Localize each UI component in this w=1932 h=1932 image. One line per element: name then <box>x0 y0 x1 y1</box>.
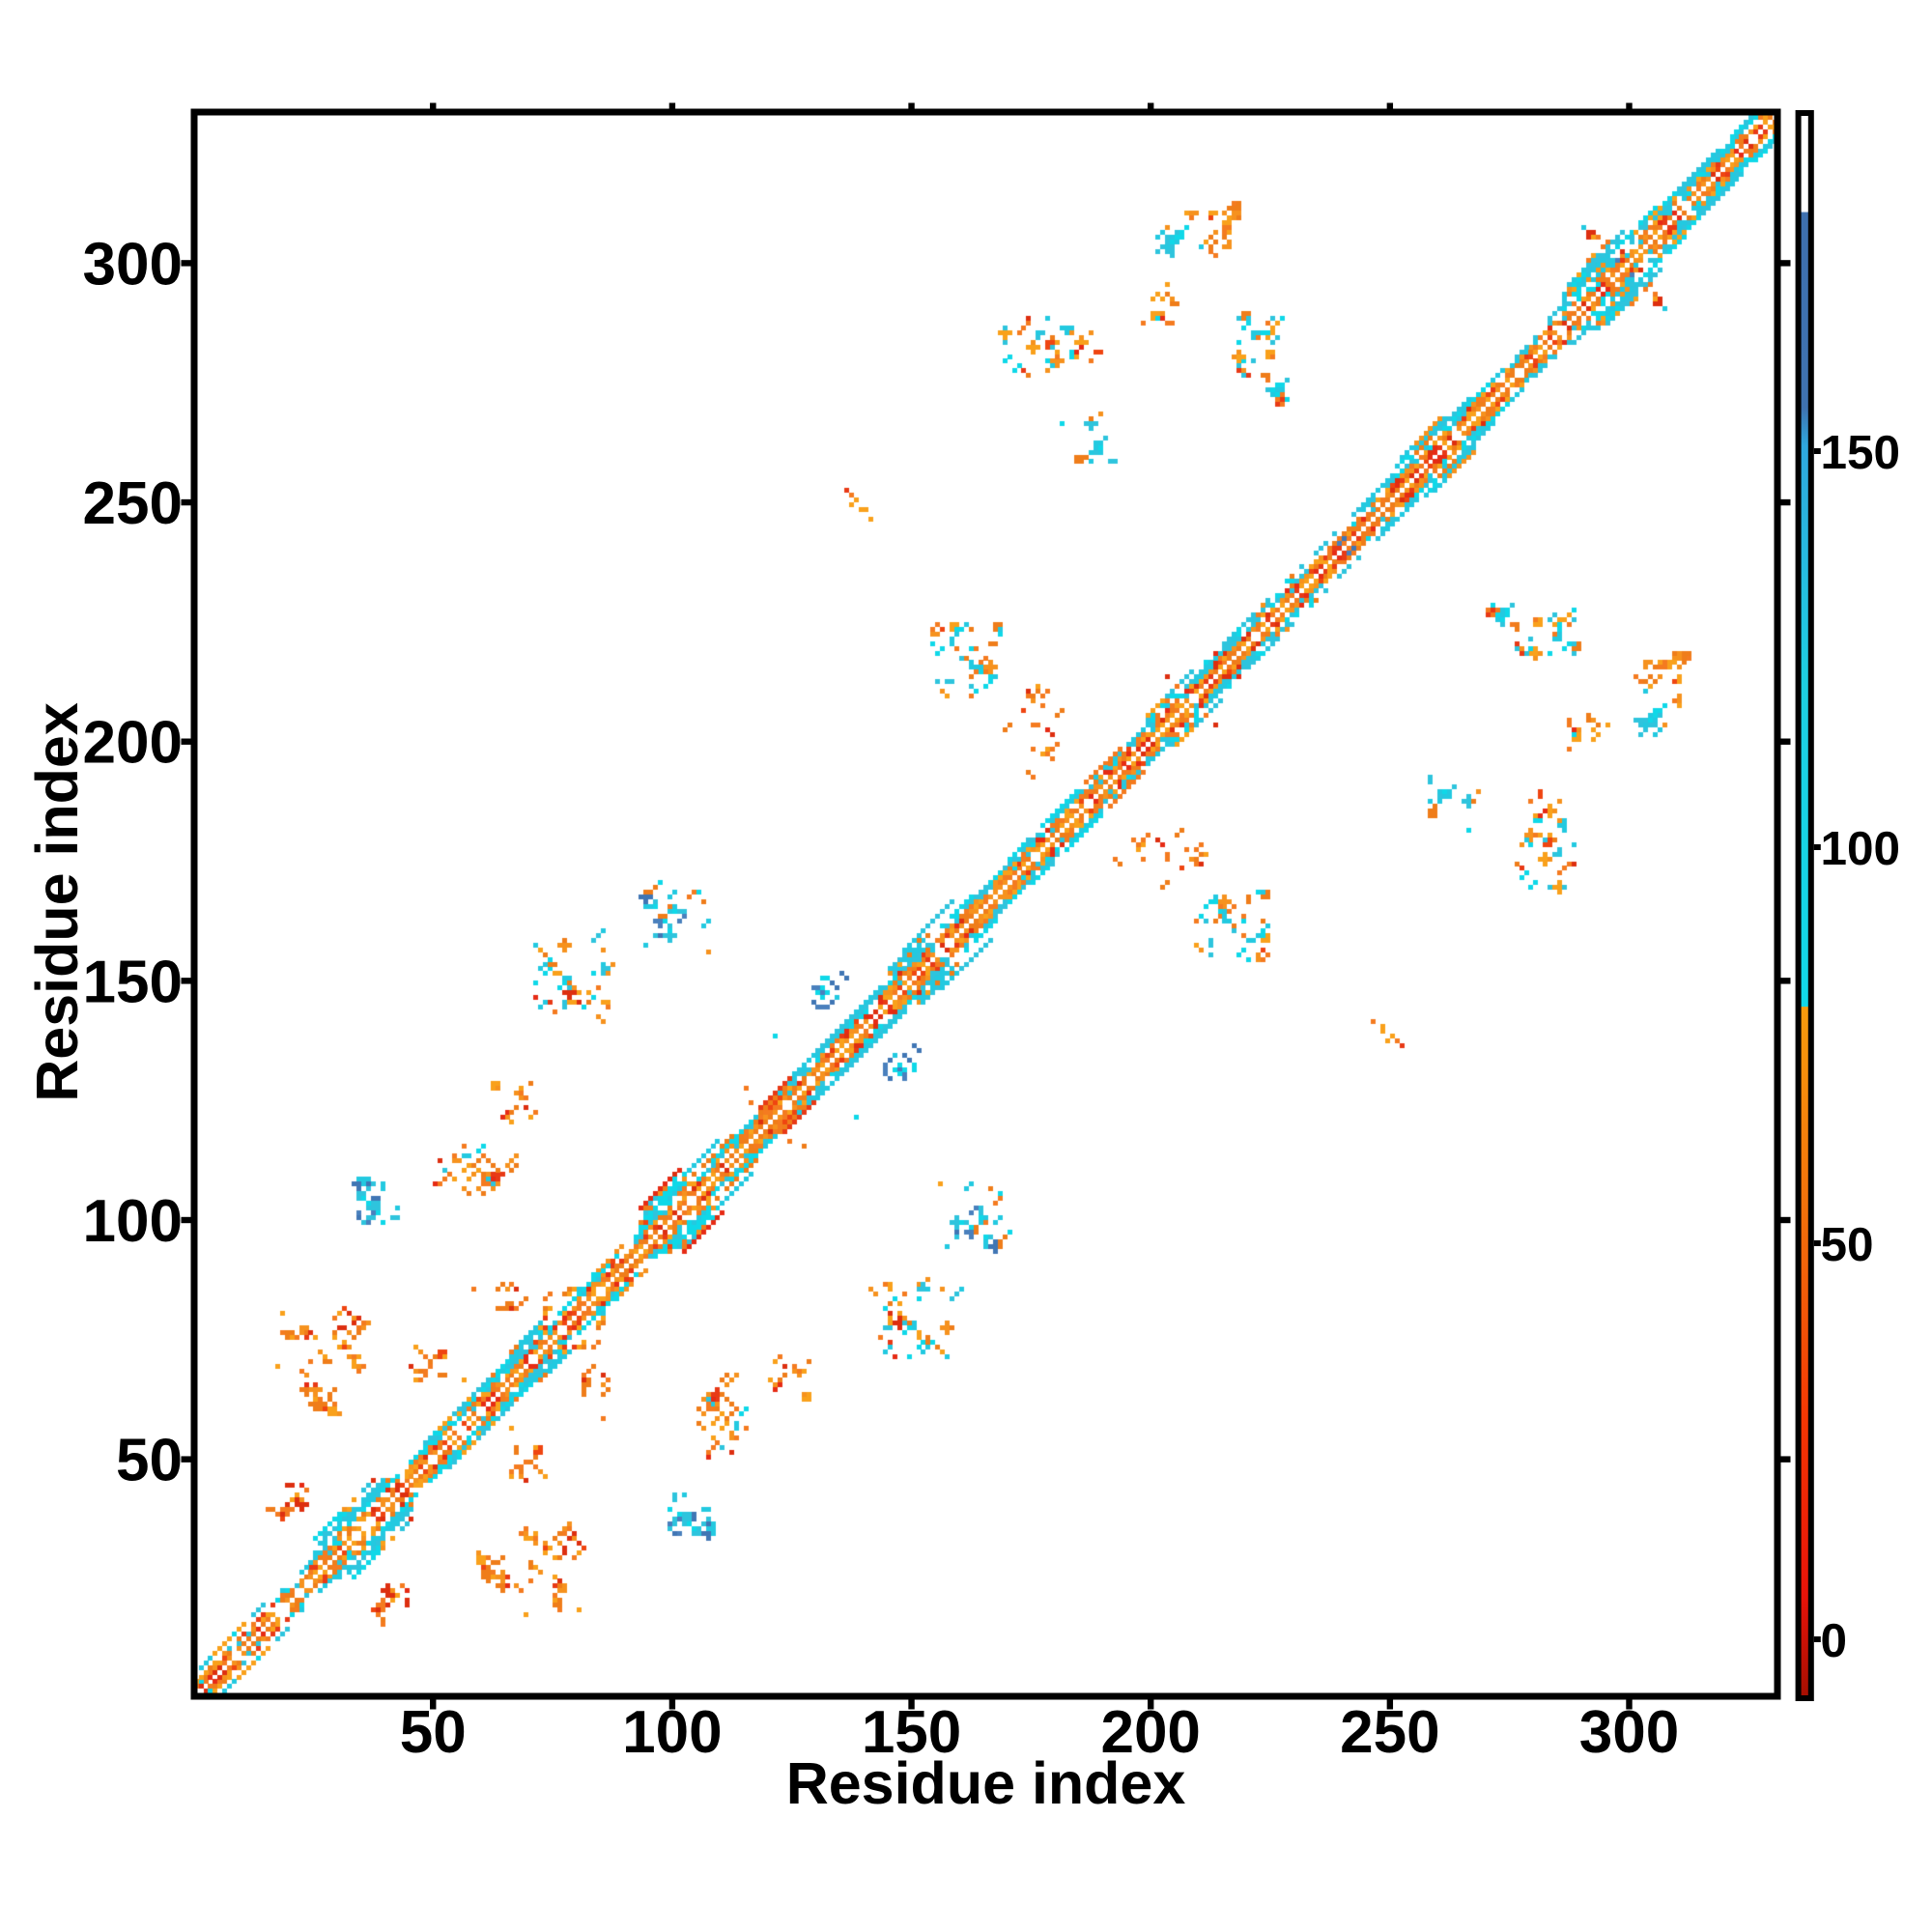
svg-text:100: 100 <box>83 1188 183 1255</box>
svg-text:250: 250 <box>1340 1699 1439 1766</box>
svg-text:300: 300 <box>1579 1699 1679 1766</box>
svg-text:Residue index: Residue index <box>786 1750 1186 1816</box>
svg-text:Residue index: Residue index <box>24 702 90 1102</box>
svg-text:0: 0 <box>1821 1614 1848 1667</box>
svg-text:100: 100 <box>1821 822 1901 875</box>
svg-text:150: 150 <box>862 1699 961 1766</box>
svg-text:50: 50 <box>116 1428 183 1494</box>
svg-text:150: 150 <box>1821 426 1901 479</box>
svg-text:200: 200 <box>1100 1699 1200 1766</box>
svg-text:100: 100 <box>622 1699 722 1766</box>
svg-text:50: 50 <box>1821 1218 1874 1271</box>
svg-text:250: 250 <box>83 470 183 537</box>
svg-text:300: 300 <box>83 231 183 298</box>
svg-text:200: 200 <box>83 710 183 777</box>
svg-text:150: 150 <box>83 949 183 1015</box>
svg-text:50: 50 <box>400 1699 467 1766</box>
